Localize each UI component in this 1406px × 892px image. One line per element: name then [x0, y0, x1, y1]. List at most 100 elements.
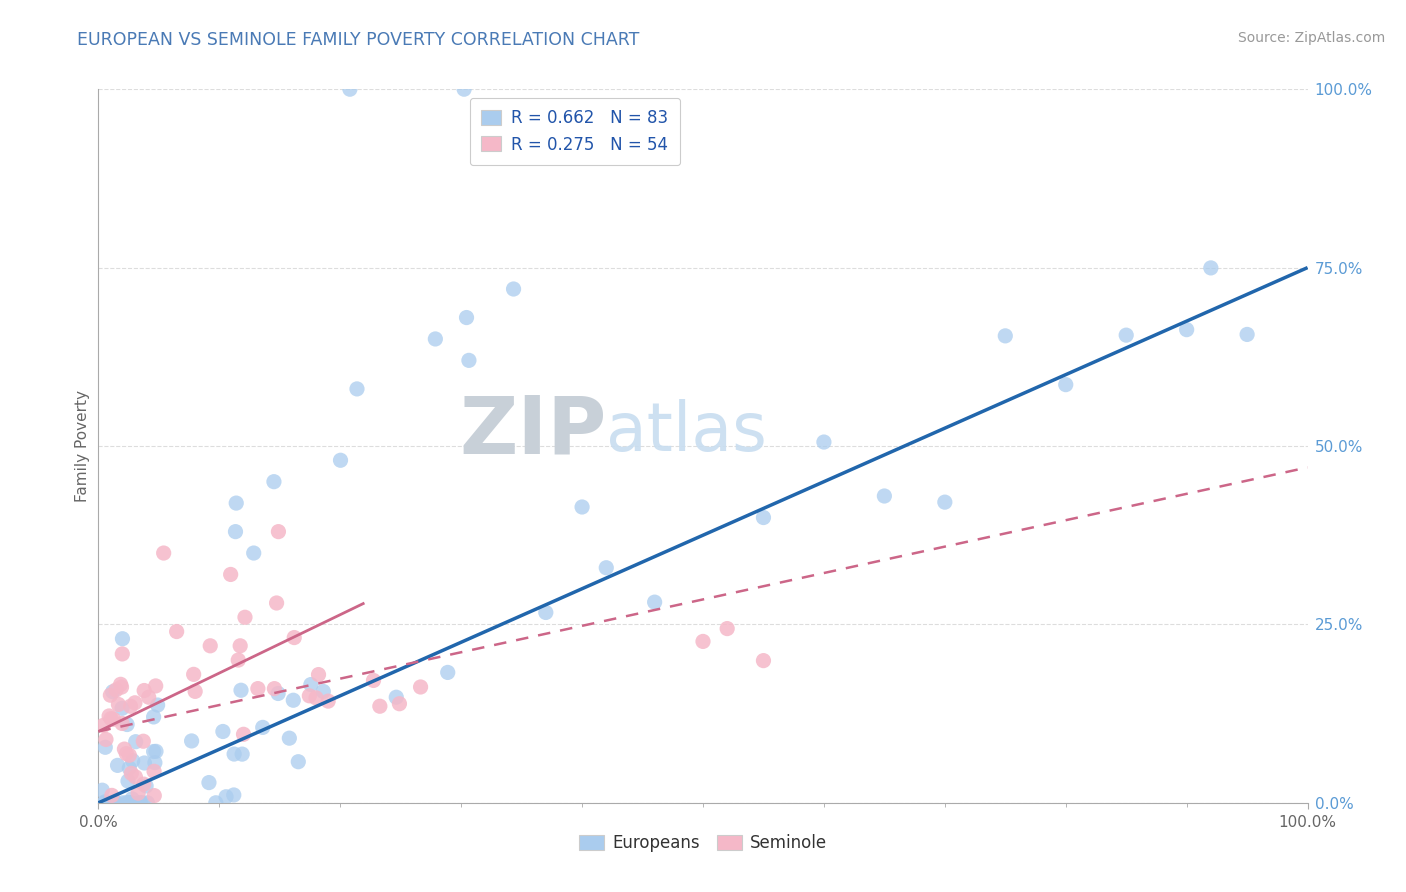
- Point: [111, 701, 134, 715]
- Point: [1236, 327, 1258, 342]
- Point: [299, 677, 322, 691]
- Point: [146, 698, 169, 712]
- Point: [229, 683, 252, 698]
- Point: [232, 727, 254, 741]
- Point: [346, 382, 368, 396]
- Point: [308, 667, 330, 681]
- Point: [143, 789, 166, 803]
- Point: [266, 596, 288, 610]
- Point: [134, 683, 156, 698]
- Point: [198, 775, 221, 789]
- Point: [117, 774, 139, 789]
- Point: [339, 82, 361, 96]
- Point: [534, 606, 557, 620]
- Point: [111, 632, 134, 646]
- Point: [110, 680, 132, 694]
- Point: [134, 756, 156, 770]
- Point: [222, 788, 245, 802]
- Point: [215, 789, 238, 804]
- Point: [458, 353, 481, 368]
- Point: [94, 795, 117, 809]
- Point: [135, 779, 157, 793]
- Point: [283, 693, 305, 707]
- Point: [1054, 377, 1077, 392]
- Y-axis label: Family Poverty: Family Poverty: [75, 390, 90, 502]
- Point: [246, 681, 269, 696]
- Point: [125, 734, 148, 748]
- Point: [368, 699, 391, 714]
- Point: [692, 634, 714, 648]
- Point: [312, 684, 335, 698]
- Point: [101, 684, 124, 698]
- Point: [112, 742, 135, 756]
- Point: [132, 796, 155, 810]
- Point: [93, 796, 115, 810]
- Point: [283, 631, 305, 645]
- Point: [152, 546, 174, 560]
- Point: [98, 709, 121, 723]
- Point: [226, 653, 249, 667]
- Point: [388, 697, 411, 711]
- Point: [121, 792, 143, 806]
- Point: [224, 747, 246, 761]
- Point: [115, 717, 138, 731]
- Point: [105, 683, 128, 698]
- Point: [571, 500, 593, 514]
- Point: [101, 789, 124, 803]
- Point: [363, 673, 385, 688]
- Text: Source: ZipAtlas.com: Source: ZipAtlas.com: [1237, 31, 1385, 45]
- Point: [100, 688, 122, 702]
- Point: [91, 718, 114, 732]
- Point: [716, 622, 738, 636]
- Point: [212, 724, 235, 739]
- Point: [118, 796, 141, 810]
- Point: [142, 710, 165, 724]
- Point: [145, 679, 167, 693]
- Point: [120, 766, 142, 780]
- Point: [224, 524, 246, 539]
- Point: [329, 453, 352, 467]
- Point: [263, 475, 285, 489]
- Point: [267, 686, 290, 700]
- Text: EUROPEAN VS SEMINOLE FAMILY POVERTY CORRELATION CHART: EUROPEAN VS SEMINOLE FAMILY POVERTY CORR…: [77, 31, 640, 49]
- Point: [121, 754, 143, 768]
- Point: [934, 495, 956, 509]
- Point: [595, 560, 617, 574]
- Point: [252, 720, 274, 734]
- Point: [132, 734, 155, 748]
- Point: [873, 489, 896, 503]
- Point: [1199, 260, 1222, 275]
- Point: [233, 610, 256, 624]
- Point: [97, 796, 120, 810]
- Point: [94, 732, 117, 747]
- Point: [1175, 323, 1198, 337]
- Point: [143, 764, 166, 779]
- Point: [118, 748, 141, 763]
- Point: [298, 689, 321, 703]
- Point: [305, 690, 328, 705]
- Point: [436, 665, 458, 680]
- Point: [409, 680, 432, 694]
- Point: [183, 667, 205, 681]
- Text: atlas: atlas: [606, 399, 768, 465]
- Point: [115, 747, 138, 761]
- Point: [111, 716, 134, 731]
- Point: [117, 796, 139, 810]
- Point: [142, 745, 165, 759]
- Point: [107, 698, 129, 712]
- Point: [644, 595, 666, 609]
- Point: [242, 546, 264, 560]
- Point: [316, 694, 339, 708]
- Point: [129, 796, 152, 810]
- Point: [120, 796, 142, 810]
- Point: [278, 731, 301, 746]
- Point: [118, 796, 141, 810]
- Point: [103, 712, 125, 726]
- Point: [385, 690, 408, 705]
- Point: [124, 770, 146, 784]
- Point: [111, 796, 134, 810]
- Point: [103, 796, 125, 810]
- Point: [205, 796, 228, 810]
- Point: [425, 332, 447, 346]
- Point: [502, 282, 524, 296]
